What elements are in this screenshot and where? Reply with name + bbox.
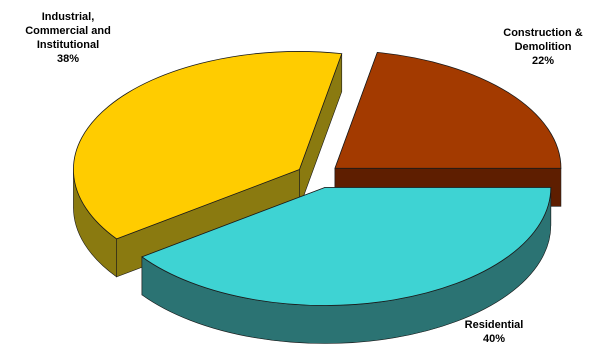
slice-label-industrial-line-1: Industrial, xyxy=(41,11,95,23)
slice-value-residential: 40% xyxy=(482,333,506,345)
pie-slice-construction-top xyxy=(334,51,562,169)
slice-label-industrial-line-2: Commercial and xyxy=(25,25,111,37)
slice-label-industrial-line-3: Institutional xyxy=(36,39,100,51)
slice-label-residential: Residential 40% xyxy=(448,318,540,346)
pie-slice-residential xyxy=(141,187,552,344)
slice-value-construction: 22% xyxy=(531,55,555,67)
slice-label-construction-line-2: Demolition xyxy=(514,41,572,53)
slice-value-industrial: 38% xyxy=(56,53,80,65)
slice-label-industrial: Industrial, Commercial and Institutional… xyxy=(8,10,128,66)
slice-label-construction: Construction & Demolition 22% xyxy=(486,26,600,68)
slice-label-construction-line-1: Construction & xyxy=(503,27,583,39)
pie-slice-industrial-top xyxy=(73,51,343,240)
pie-slice-residential-top xyxy=(141,187,552,306)
slice-label-residential-line-1: Residential xyxy=(464,319,524,331)
pie-slice-construction xyxy=(334,51,562,207)
pie-slice-industrial xyxy=(73,51,343,278)
